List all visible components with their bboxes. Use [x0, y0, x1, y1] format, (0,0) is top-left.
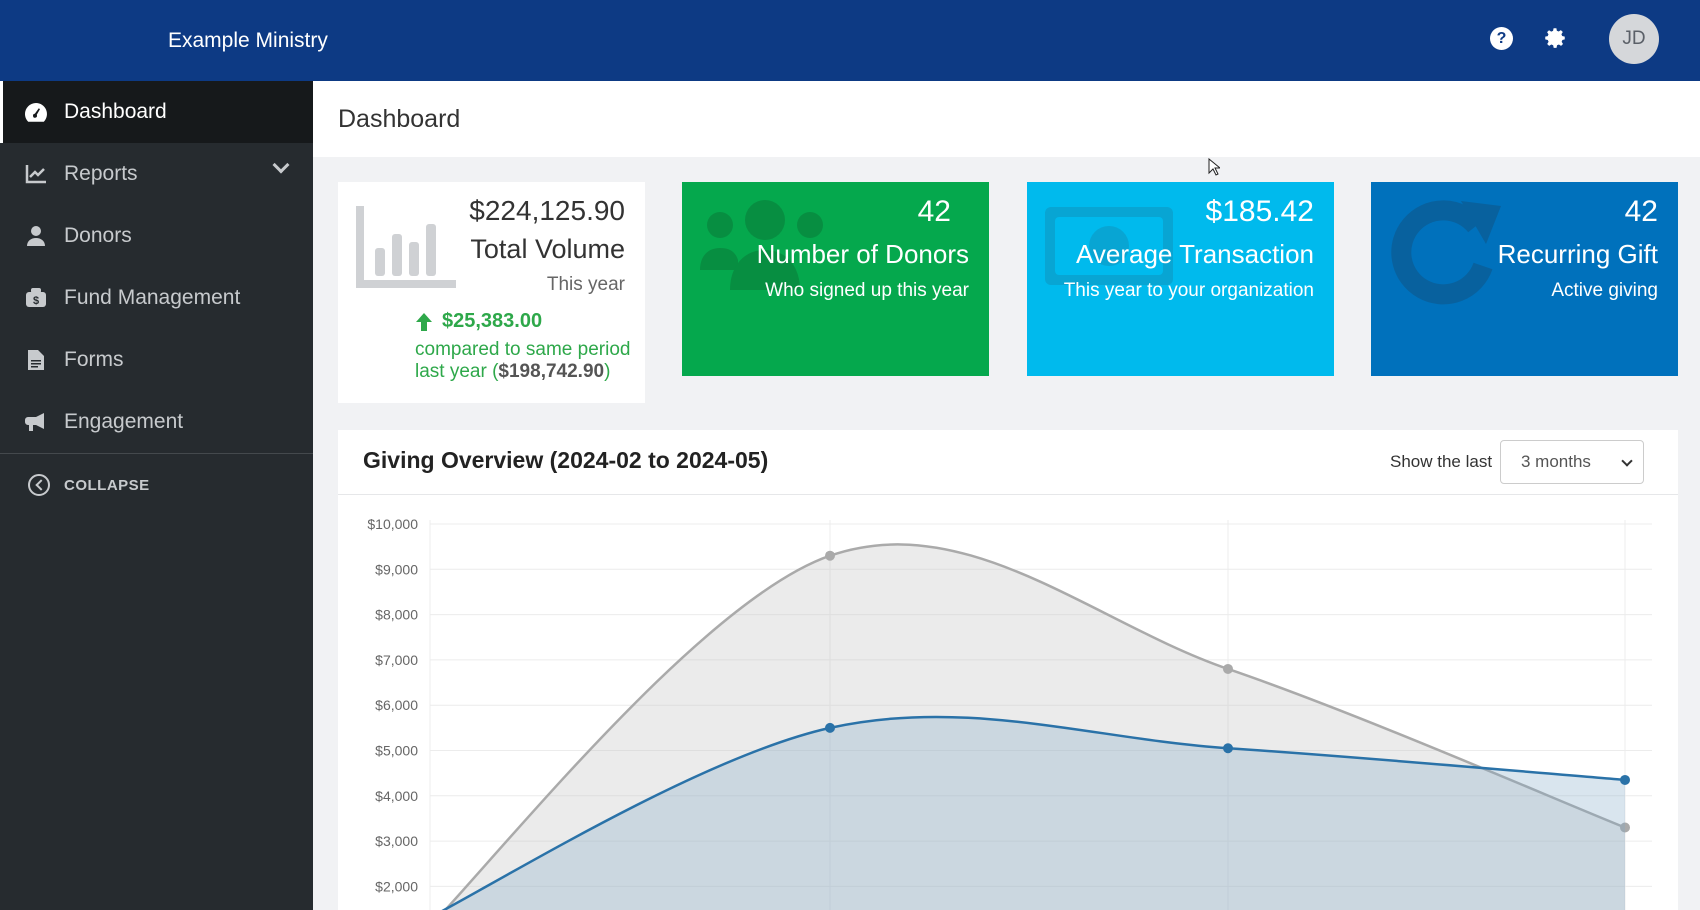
- recurring-label: Recurring Gift: [1497, 239, 1658, 269]
- total-volume-label: Total Volume: [470, 234, 625, 264]
- volume-delta: $25,383.00: [442, 310, 543, 332]
- sidebar-item-label: Fund Management: [64, 286, 241, 309]
- megaphone-icon: [24, 411, 48, 433]
- data-point: [1223, 663, 1233, 674]
- series-line: [443, 543, 1626, 910]
- total-volume-sub: This year: [546, 274, 625, 295]
- donors-sub: Who signed up this year: [765, 280, 969, 301]
- average-sub: This year to your organization: [1063, 280, 1314, 301]
- giving-chart: $10,000 $9,000 $8,000 $7,000 $6,000 $5,000 $4,…: [367, 516, 1652, 910]
- sidebar-item-reports[interactable]: Reports: [0, 143, 313, 205]
- sidebar-item-engagement[interactable]: Engagement: [0, 391, 313, 453]
- y-tick-label: $5,000: [375, 743, 418, 759]
- y-tick-label: $6,000: [375, 697, 418, 713]
- last-year-amount: $198,742.90: [498, 361, 605, 382]
- y-tick-label: $8,000: [375, 607, 418, 623]
- sidebar-item-label: Forms: [64, 348, 124, 371]
- sidebar-item-label: Reports: [64, 162, 138, 185]
- y-tick-label: $4,000: [375, 788, 418, 804]
- volume-compare-text: compared to same period last year ($198,…: [415, 339, 631, 382]
- range-select-value: 3 months: [1521, 452, 1591, 471]
- sidebar-item-label: Dashboard: [64, 100, 167, 123]
- y-tick-label: $3,000: [375, 833, 418, 849]
- sidebar-item-donors[interactable]: Donors: [0, 205, 313, 267]
- page-title: Dashboard: [338, 105, 461, 133]
- panel-title: Giving Overview (2024-02 to 2024-05): [363, 447, 769, 473]
- collapse-icon: [28, 474, 50, 496]
- avatar[interactable]: JD: [1609, 14, 1659, 64]
- money-bag-icon: $: [24, 287, 48, 309]
- sidebar-item-label: Engagement: [64, 410, 184, 433]
- gear-icon[interactable]: [1542, 25, 1568, 51]
- range-select[interactable]: 3 months: [1500, 440, 1644, 484]
- arrow-up-icon: [416, 313, 432, 331]
- total-volume-amount: $224,125.90: [469, 195, 625, 226]
- series-area: [403, 716, 1625, 910]
- data-point: [825, 550, 835, 561]
- y-tick-label: $7,000: [375, 652, 418, 668]
- user-icon: [24, 225, 48, 247]
- recurring-gift-card[interactable]: 42 Recurring Gift Active giving: [1371, 182, 1678, 376]
- sidebar-item-label: Donors: [64, 224, 132, 247]
- mouse-cursor-icon: [1208, 158, 1220, 176]
- svg-text:$: $: [33, 295, 39, 307]
- sidebar-divider: [0, 453, 313, 454]
- chevron-down-icon[interactable]: [272, 156, 290, 174]
- sidebar-item-fund-management[interactable]: $ Fund Management: [0, 267, 313, 329]
- average-amount: $185.42: [1205, 195, 1314, 228]
- money-bill-icon: [1045, 207, 1173, 285]
- redo-icon: [1391, 200, 1501, 305]
- chevron-down-icon: [1621, 455, 1633, 467]
- total-volume-card: $224,125.90 Total Volume This year $25,3…: [338, 182, 645, 403]
- document-icon: [24, 349, 48, 371]
- users-icon: [700, 200, 823, 290]
- series-line: [441, 715, 1626, 910]
- line-chart-icon: [24, 163, 48, 185]
- y-tick-label: $9,000: [375, 561, 418, 577]
- donors-card[interactable]: 42 Number of Donors Who signed up this y…: [682, 182, 989, 376]
- sidebar-item-forms[interactable]: Forms: [0, 329, 313, 391]
- y-tick-label: $2,000: [375, 878, 418, 894]
- average-transaction-card[interactable]: $185.42 Average Transaction This year to…: [1027, 182, 1334, 376]
- sidebar: Dashboard Reports Donors $ Fund Manageme…: [0, 81, 313, 910]
- recurring-count: 42: [1624, 195, 1658, 228]
- data-point: [1620, 822, 1630, 833]
- collapse-button[interactable]: COLLAPSE: [0, 454, 313, 516]
- recurring-sub: Active giving: [1551, 280, 1658, 301]
- data-point: [1620, 774, 1630, 785]
- sidebar-item-dashboard[interactable]: Dashboard: [0, 81, 313, 143]
- page-header: Dashboard: [313, 81, 1700, 157]
- average-label: Average Transaction: [1076, 239, 1314, 269]
- giving-overview-panel: Giving Overview (2024-02 to 2024-05) Sho…: [338, 430, 1678, 910]
- panel-header: Giving Overview (2024-02 to 2024-05) Sho…: [338, 430, 1678, 495]
- bar-chart-icon: [356, 206, 456, 288]
- data-point: [825, 722, 835, 733]
- help-icon[interactable]: ?: [1490, 27, 1513, 50]
- donors-label: Number of Donors: [756, 239, 969, 269]
- data-point: [1223, 743, 1233, 754]
- y-tick-label: $10,000: [367, 516, 418, 532]
- collapse-label: COLLAPSE: [64, 476, 150, 494]
- donors-count: 42: [917, 195, 951, 228]
- dashboard-gauge-icon: [24, 101, 48, 123]
- brand-name[interactable]: Example Ministry: [168, 29, 328, 52]
- top-bar: Example Ministry ? JD: [0, 0, 1700, 81]
- range-label: Show the last: [1390, 452, 1493, 471]
